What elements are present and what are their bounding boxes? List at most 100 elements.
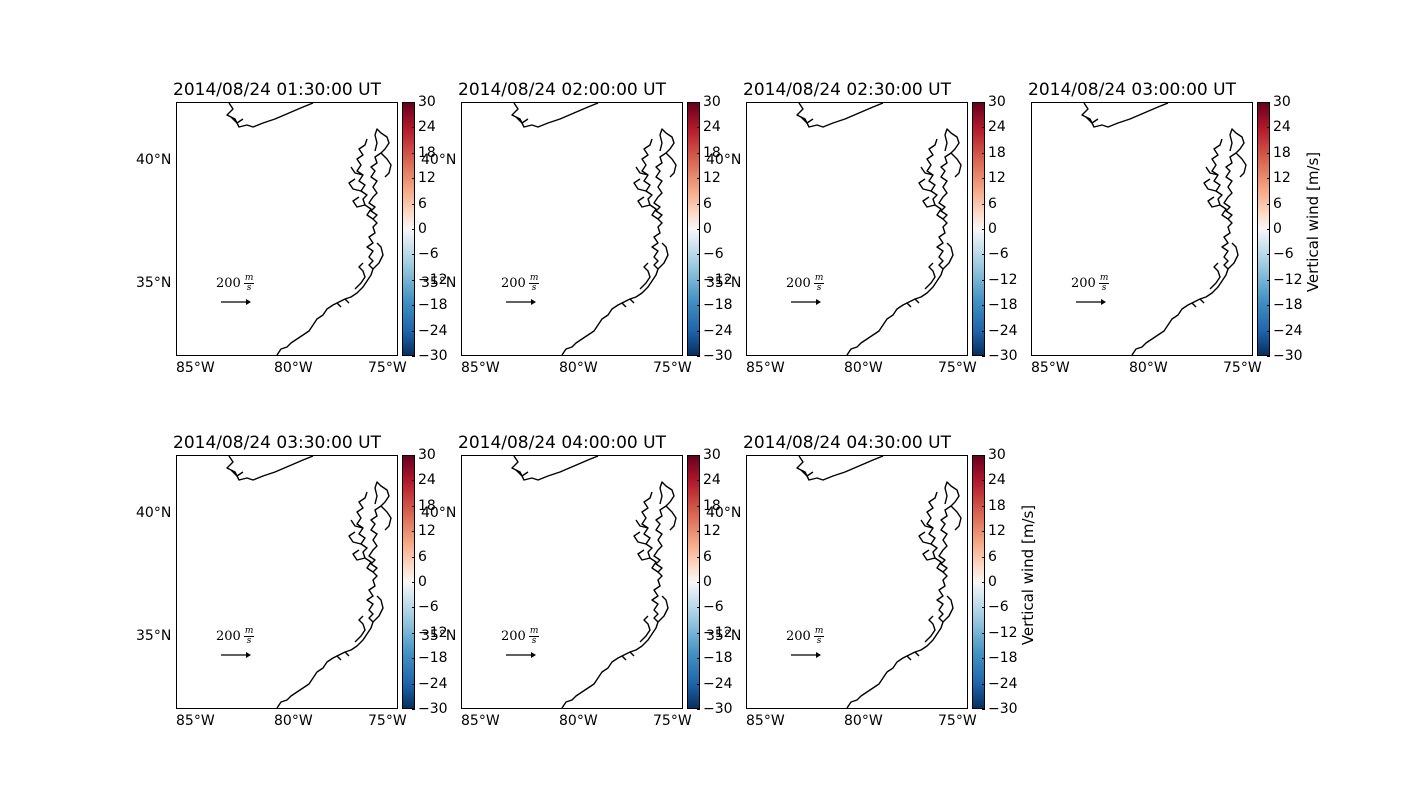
colorbar-tick-label: 0 [412, 574, 427, 590]
colorbar-tick-label: −18 [697, 650, 733, 667]
colorbar-tick-label: 0 [1267, 221, 1282, 237]
colorbar-tick-label: 18 [982, 144, 1006, 161]
quiver-key-unit-num: m [243, 273, 255, 284]
quiver-key-unit-num: m [1098, 273, 1110, 284]
lon-label-80w: 80°W [274, 360, 313, 376]
quiver-key-arrow-icon [1076, 299, 1106, 305]
colorbar-tick-label: −6 [412, 246, 439, 263]
colorbar-tick-label: 0 [697, 221, 712, 237]
colorbar-tick-label: 12 [412, 170, 436, 187]
colorbar-tick-label: 30 [982, 447, 1006, 463]
colorbar-tick-label: −18 [982, 297, 1018, 314]
map-area [1031, 102, 1253, 356]
lon-label-85w: 85°W [1031, 360, 1070, 376]
colorbar-tick-label: 30 [412, 94, 436, 110]
lat-label-40: 40°N [136, 152, 172, 168]
colorbar-tick-label: −24 [412, 322, 448, 339]
lon-label-85w: 85°W [746, 713, 785, 729]
colorbar-tick-label: −12 [1267, 271, 1303, 288]
colorbar-tick-label: 0 [697, 574, 712, 590]
lat-label-35: 35°N [421, 628, 457, 644]
map-panel: 2014/08/24 03:30:00 UT 40°N 35°N 85°W 80… [136, 433, 476, 729]
colorbar-tick-label: −6 [1267, 246, 1294, 263]
quiver-key-arrow-icon [506, 299, 536, 305]
colorbar-tick-label: −30 [697, 348, 733, 364]
colorbar-tick-label: −18 [982, 650, 1018, 667]
colorbar-tick-label: 24 [697, 472, 721, 489]
lon-label-75w: 75°W [653, 713, 692, 729]
lon-label-75w: 75°W [1223, 360, 1262, 376]
colorbar-tick-label: 6 [412, 548, 427, 565]
colorbar-tick-label: −6 [412, 599, 439, 616]
lon-label-80w: 80°W [274, 713, 313, 729]
coastline [796, 456, 962, 708]
colorbar-tick-label: −18 [412, 650, 448, 667]
colorbar-tick-label: 0 [412, 221, 427, 237]
colorbar-tick-label: 30 [1267, 94, 1291, 110]
colorbar-tick-label: 30 [697, 94, 721, 110]
quiver-key-value: 200 [786, 629, 811, 644]
quiver-key-unit-den: s [816, 283, 822, 293]
colorbar-tick-label: 18 [982, 497, 1006, 514]
quiver-key-arrow-icon [506, 652, 536, 658]
colorbar-tick-label: 12 [697, 170, 721, 187]
coastline [796, 103, 962, 355]
colorbar-tick-label: −30 [982, 348, 1018, 364]
colorbar-tick-label: 18 [412, 497, 436, 514]
colorbar-tick-label: 30 [697, 447, 721, 463]
colorbar-tick-label: 12 [412, 523, 436, 540]
colorbar-tick-label: −24 [412, 675, 448, 692]
lon-label-85w: 85°W [461, 713, 500, 729]
colorbar-tick-label: −6 [982, 246, 1009, 263]
colorbar-tick-label: −30 [982, 701, 1018, 717]
colorbar-tick-label: 0 [982, 574, 997, 590]
quiver-key-value: 200 [216, 629, 241, 644]
colorbar-tick-label: 6 [1267, 195, 1282, 212]
map-panel: 2014/08/24 02:00:00 UT 40°N 35°N 85°W 80… [421, 80, 761, 376]
quiver-key-unit-num: m [813, 626, 825, 637]
colorbar-tick-label: −24 [1267, 322, 1303, 339]
colorbar-tick-label: −18 [1267, 297, 1303, 314]
colorbar-tick-label: −30 [1267, 348, 1303, 364]
panel-title: 2014/08/24 02:30:00 UT [743, 80, 951, 100]
colorbar-label: Vertical wind [m/s] [1304, 151, 1322, 293]
quiver-key-unit-num: m [243, 626, 255, 637]
colorbar-tick-label: 6 [412, 195, 427, 212]
coastline [226, 456, 392, 708]
colorbar-tick-label: 6 [697, 548, 712, 565]
quiver-key-label: 200 m s [216, 273, 255, 293]
lat-label-35: 35°N [136, 275, 172, 291]
quiver-key-label: 200 m s [501, 273, 540, 293]
colorbar-tick-label: −30 [412, 348, 448, 364]
quiver-key-label: 200 m s [501, 626, 540, 646]
quiver-key-arrow-icon [791, 299, 821, 305]
colorbar-label: Vertical wind [m/s] [1019, 504, 1037, 646]
panel-title: 2014/08/24 03:00:00 UT [1028, 80, 1236, 100]
quiver-key-unit-den: s [246, 283, 252, 293]
colorbar-tick-label: 18 [412, 144, 436, 161]
colorbar-tick-label: 6 [982, 548, 997, 565]
lon-label-75w: 75°W [653, 360, 692, 376]
quiver-key-unit-num: m [528, 273, 540, 284]
lon-label-85w: 85°W [461, 360, 500, 376]
quiver-key-value: 200 [216, 276, 241, 291]
quiver-key-value: 200 [786, 276, 811, 291]
map-panel: 2014/08/24 03:00:00 UT 85°W 80°W 75°W 20… [1028, 80, 1331, 376]
colorbar-tick-label: 0 [982, 221, 997, 237]
coastline [1081, 103, 1247, 355]
colorbar-tick-label: −24 [982, 675, 1018, 692]
colorbar-tick-label: 18 [697, 144, 721, 161]
colorbar-tick-label: 24 [982, 119, 1006, 136]
quiver-key-unit-num: m [528, 626, 540, 637]
colorbar-tick-label: −30 [412, 701, 448, 717]
lon-label-80w: 80°W [844, 360, 883, 376]
colorbar-tick-label: 24 [982, 472, 1006, 489]
map-panel: 2014/08/24 02:30:00 UT 40°N 35°N 85°W 80… [706, 80, 1046, 376]
colorbar-tick-label: −24 [697, 322, 733, 339]
quiver-key-arrow-icon [221, 299, 251, 305]
lat-label-35: 35°N [706, 275, 742, 291]
lat-label-40: 40°N [706, 505, 742, 521]
colorbar-tick-label: 12 [982, 523, 1006, 540]
colorbar-tick-label: 12 [982, 170, 1006, 187]
quiver-key-value: 200 [501, 276, 526, 291]
